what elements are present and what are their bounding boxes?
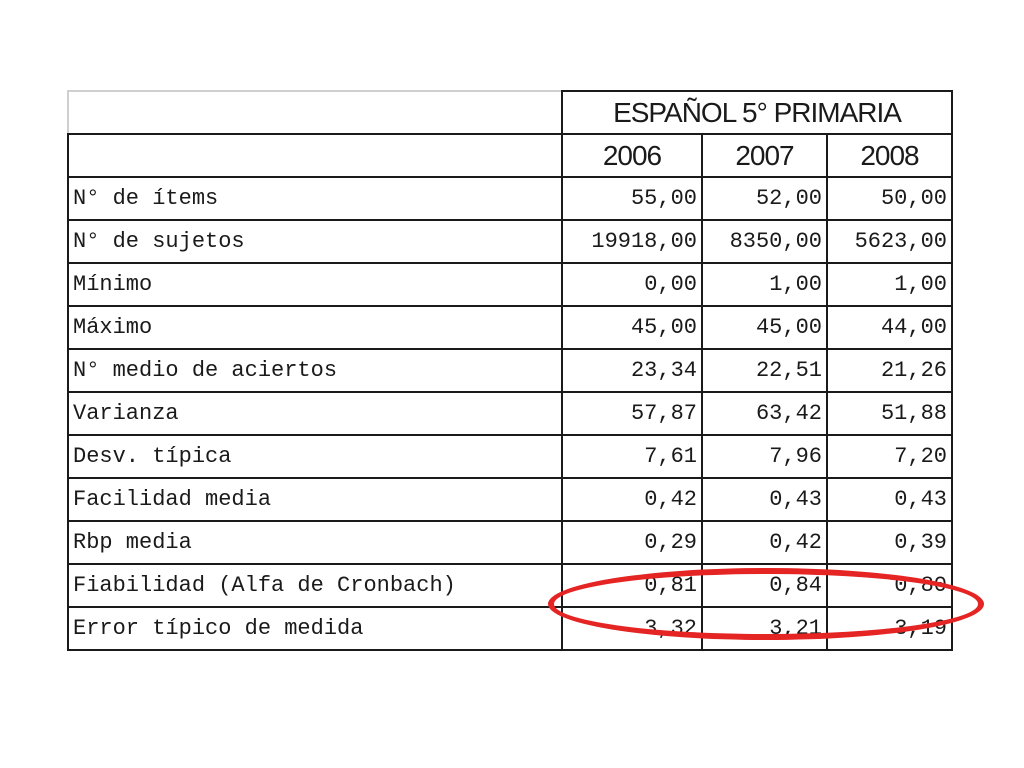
cell-2006: 55,00 bbox=[561, 176, 703, 221]
table-row: N° de sujetos 19918,00 8350,00 5623,00 bbox=[67, 219, 953, 264]
year-header-2008: 2008 bbox=[826, 133, 953, 178]
cell-2008: 5623,00 bbox=[826, 219, 953, 264]
year-header-2007: 2007 bbox=[701, 133, 828, 178]
table-row: Rbp media 0,29 0,42 0,39 bbox=[67, 520, 953, 565]
cell-2008: 50,00 bbox=[826, 176, 953, 221]
cell-2008: 1,00 bbox=[826, 262, 953, 307]
table-row: Varianza 57,87 63,42 51,88 bbox=[67, 391, 953, 436]
cell-2006: 57,87 bbox=[561, 391, 703, 436]
row-label: Error típico de medida bbox=[67, 606, 563, 651]
cell-2006: 23,34 bbox=[561, 348, 703, 393]
row-label: Fiabilidad (Alfa de Cronbach) bbox=[67, 563, 563, 608]
cell-2006: 45,00 bbox=[561, 305, 703, 350]
cell-2007: 0,43 bbox=[701, 477, 828, 522]
cell-2007: 63,42 bbox=[701, 391, 828, 436]
row-label: Rbp media bbox=[67, 520, 563, 565]
blank-corner-cell bbox=[67, 90, 563, 135]
table-row-highlighted: Fiabilidad (Alfa de Cronbach) 0,81 0,84 … bbox=[67, 563, 953, 608]
cell-2007: 0,42 bbox=[701, 520, 828, 565]
cell-2008: 0,43 bbox=[826, 477, 953, 522]
cell-2007: 8350,00 bbox=[701, 219, 828, 264]
cell-2008: 7,20 bbox=[826, 434, 953, 479]
cell-2006: 7,61 bbox=[561, 434, 703, 479]
cell-2008: 51,88 bbox=[826, 391, 953, 436]
blank-header-cell bbox=[67, 133, 563, 178]
cell-2006: 3,32 bbox=[561, 606, 703, 651]
year-header-row: 2006 2007 2008 bbox=[67, 133, 953, 178]
cell-2007: 7,96 bbox=[701, 434, 828, 479]
cell-2006: 19918,00 bbox=[561, 219, 703, 264]
table-row: Mínimo 0,00 1,00 1,00 bbox=[67, 262, 953, 307]
cell-2008: 3,19 bbox=[826, 606, 953, 651]
cell-2007: 0,84 bbox=[701, 563, 828, 608]
table-row: Desv. típica 7,61 7,96 7,20 bbox=[67, 434, 953, 479]
cell-2008: 21,26 bbox=[826, 348, 953, 393]
statistics-table: ESPAÑOL 5° PRIMARIA 2006 2007 2008 N° de… bbox=[67, 90, 953, 651]
cell-2006: 0,29 bbox=[561, 520, 703, 565]
cell-2007: 52,00 bbox=[701, 176, 828, 221]
cell-2007: 22,51 bbox=[701, 348, 828, 393]
cell-2006: 0,00 bbox=[561, 262, 703, 307]
row-label: N° de sujetos bbox=[67, 219, 563, 264]
title-row: ESPAÑOL 5° PRIMARIA bbox=[67, 90, 953, 135]
cell-2008: 0,80 bbox=[826, 563, 953, 608]
cell-2006: 0,81 bbox=[561, 563, 703, 608]
row-label: Mínimo bbox=[67, 262, 563, 307]
table-row: N° de ítems 55,00 52,00 50,00 bbox=[67, 176, 953, 221]
table-title: ESPAÑOL 5° PRIMARIA bbox=[561, 90, 953, 135]
cell-2007: 3,21 bbox=[701, 606, 828, 651]
table-row: Error típico de medida 3,32 3,21 3,19 bbox=[67, 606, 953, 651]
cell-2007: 45,00 bbox=[701, 305, 828, 350]
table-row: Facilidad media 0,42 0,43 0,43 bbox=[67, 477, 953, 522]
row-label: Varianza bbox=[67, 391, 563, 436]
cell-2008: 0,39 bbox=[826, 520, 953, 565]
row-label: N° medio de aciertos bbox=[67, 348, 563, 393]
year-header-2006: 2006 bbox=[561, 133, 703, 178]
row-label: Desv. típica bbox=[67, 434, 563, 479]
cell-2008: 44,00 bbox=[826, 305, 953, 350]
row-label: N° de ítems bbox=[67, 176, 563, 221]
table-row: Máximo 45,00 45,00 44,00 bbox=[67, 305, 953, 350]
cell-2007: 1,00 bbox=[701, 262, 828, 307]
table-row: N° medio de aciertos 23,34 22,51 21,26 bbox=[67, 348, 953, 393]
row-label: Facilidad media bbox=[67, 477, 563, 522]
row-label: Máximo bbox=[67, 305, 563, 350]
cell-2006: 0,42 bbox=[561, 477, 703, 522]
